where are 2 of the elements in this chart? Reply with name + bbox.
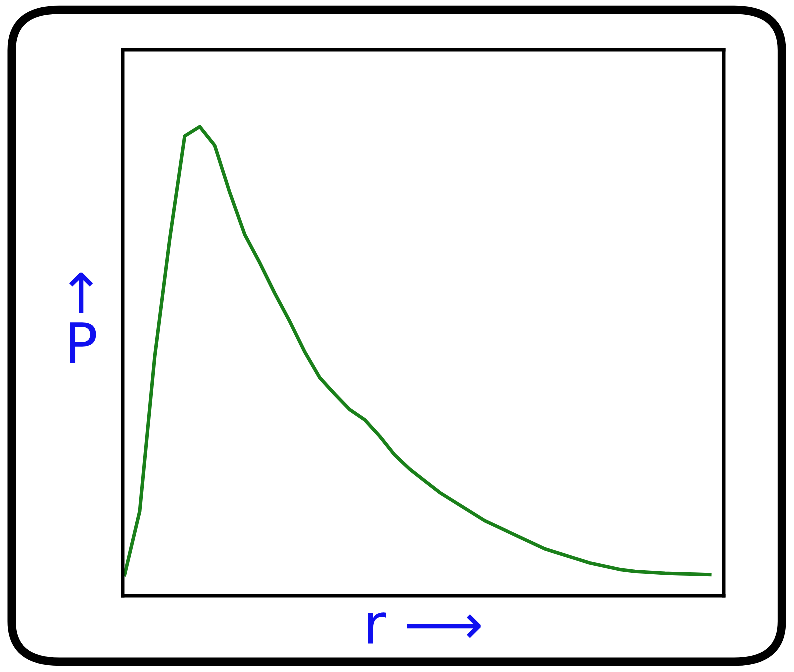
y-axis-title: ↑ P bbox=[69, 272, 96, 364]
x-axis-title: r ⟶ bbox=[368, 612, 481, 644]
